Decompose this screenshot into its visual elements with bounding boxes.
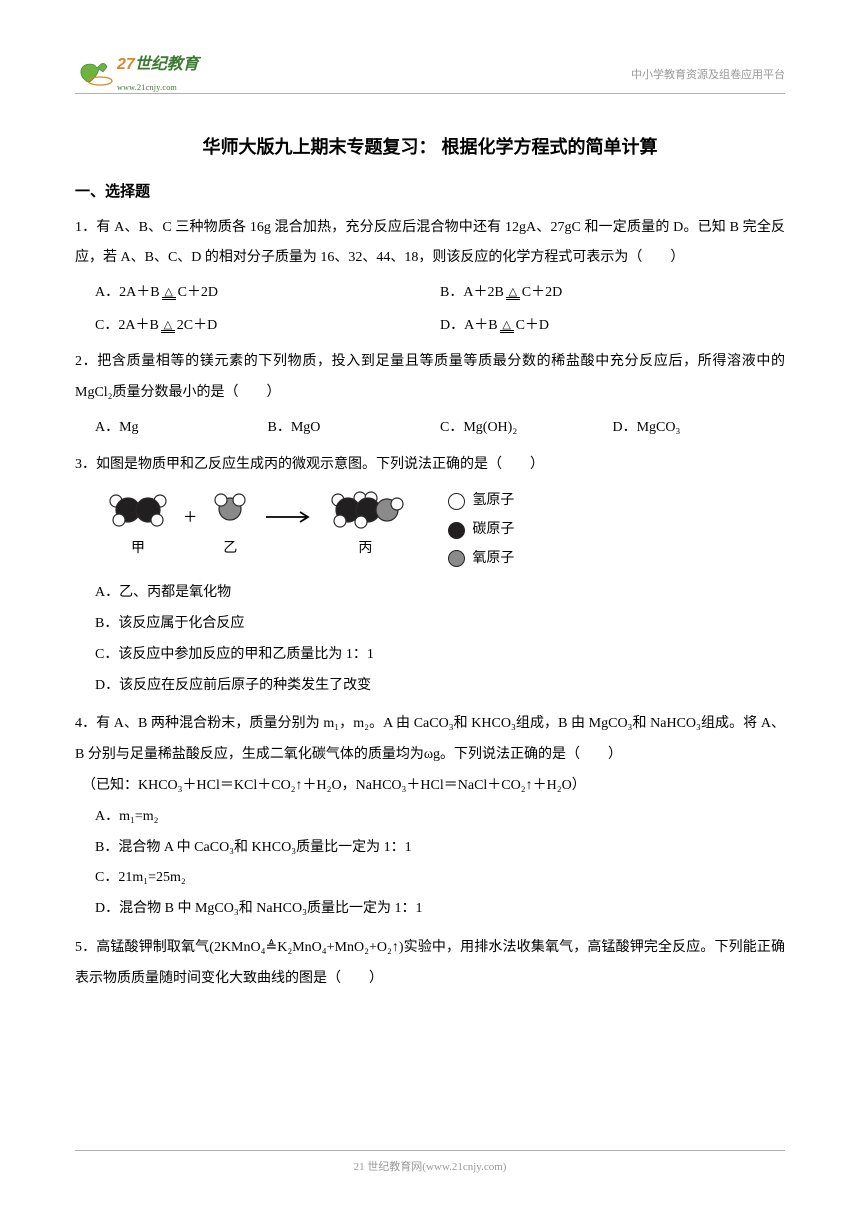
arrow-icon	[264, 509, 314, 543]
q1-options-row2: C．2A＋B △ 2C＋D D．A＋B △ C＋D	[95, 313, 785, 340]
q3-optA: A．乙、丙都是氧化物	[95, 578, 785, 609]
legend-c-label: 碳原子	[472, 517, 514, 544]
q1-options-row1: A．2A＋B △ C＋2D B．A＋2B △ C＋2D	[95, 280, 785, 307]
header-logo: 27世纪教育 www.21cnjy.com	[75, 50, 199, 96]
q3-text: 3．如图是物质甲和乙反应生成丙的微观示意图。下列说法正确的是（ ）	[75, 450, 785, 481]
legend-oxygen: 氧原子	[448, 546, 514, 573]
section-heading-1: 一、选择题	[75, 178, 785, 207]
q1-optB-post: C＋2D	[522, 280, 562, 307]
q3-optB: B．该反应属于化合反应	[95, 609, 785, 640]
legend-hydrogen: 氢原子	[448, 488, 514, 515]
q1-text: 1．有 A、B、C 三种物质各 16g 混合加热，充分反应后混合物中还有 12g…	[75, 213, 785, 275]
logo-text-block: 27世纪教育 www.21cnjy.com	[117, 50, 199, 96]
header-divider	[75, 93, 785, 94]
q1-optC-pre: C．2A＋B	[95, 313, 159, 340]
label-bing: 丙	[325, 536, 405, 563]
legend-carbon: 碳原子	[448, 517, 514, 544]
q2-optD: D．MgCO₃	[613, 415, 786, 442]
question-2: 2．把含质量相等的镁元素的下列物质，投入到足量且等质量等质最分数的稀盐酸中充分反…	[75, 347, 785, 441]
q4-optA: A．m₁=m₂	[95, 802, 785, 833]
legend-o-label: 氧原子	[472, 546, 514, 573]
q1-optA: A．2A＋B △ C＋2D	[95, 280, 440, 307]
molecule-bing: 丙	[325, 488, 405, 563]
reaction-arrow-icon: △	[500, 320, 514, 333]
q2-optC: C．Mg(OH)₂	[440, 415, 613, 442]
label-yi: 乙	[207, 536, 253, 563]
q1-optC: C．2A＋B △ 2C＋D	[95, 313, 440, 340]
q2-optA: A．Mg	[95, 415, 268, 442]
q4-optC: C．21m₁=25m₂	[95, 863, 785, 894]
q3-options: A．乙、丙都是氧化物 B．该反应属于化合反应 C．该反应中参加反应的甲和乙质量比…	[75, 578, 785, 701]
q1-optB-pre: B．A＋2B	[440, 280, 504, 307]
reaction-arrow-icon: △	[162, 287, 176, 300]
q3-diagram: 甲 + 乙	[100, 488, 785, 572]
q1-optD: D．A＋B △ C＋D	[440, 313, 785, 340]
hydrogen-circle-icon	[448, 493, 465, 510]
document-title: 华师大版九上期末专题复习： 根据化学方程式的简单计算	[75, 130, 785, 164]
molecule-jia: 甲	[103, 488, 173, 563]
q1-optD-pre: D．A＋B	[440, 313, 498, 340]
q1-optB: B．A＋2B △ C＋2D	[440, 280, 785, 307]
oxygen-circle-icon	[448, 550, 465, 567]
carbon-circle-icon	[448, 522, 465, 539]
logo-icon	[75, 58, 113, 88]
legend-h-label: 氢原子	[472, 488, 514, 515]
q1-optA-post: C＋2D	[178, 280, 218, 307]
atom-legend: 氢原子 碳原子 氧原子	[448, 488, 514, 572]
label-jia: 甲	[103, 536, 173, 563]
page-footer: 21 世纪教育网(www.21cnjy.com)	[75, 1150, 785, 1178]
question-1: 1．有 A、B、C 三种物质各 16g 混合加热，充分反应后混合物中还有 12g…	[75, 213, 785, 340]
q2-options: A．Mg B．MgO C．Mg(OH)₂ D．MgCO₃	[95, 415, 785, 442]
q1-optD-post: C＋D	[516, 313, 549, 340]
q4-text: 4．有 A、B 两种混合粉末，质量分别为 m₁，m₂。A 由 CaCO₃和 KH…	[75, 709, 785, 771]
question-5: 5．高锰酸钾制取氧气(2KMnO₄≜K₂MnO₄+MnO₂+O₂↑)实验中，用排…	[75, 933, 785, 995]
q4-optD: D．混合物 B 中 MgCO₃和 NaHCO₃质量比一定为 1：1	[95, 894, 785, 925]
q2-optB: B．MgO	[268, 415, 441, 442]
content-body: 华师大版九上期末专题复习： 根据化学方程式的简单计算 一、选择题 1．有 A、B…	[75, 130, 785, 995]
reaction-arrow-icon: △	[506, 287, 520, 300]
q3-optC: C．该反应中参加反应的甲和乙质量比为 1：1	[95, 640, 785, 671]
question-4: 4．有 A、B 两种混合粉末，质量分别为 m₁，m₂。A 由 CaCO₃和 KH…	[75, 709, 785, 925]
reaction-molecules: 甲 + 乙	[100, 488, 408, 563]
q3-optD: D．该反应在反应前后原子的种类发生了改变	[95, 671, 785, 702]
q2-text: 2．把含质量相等的镁元素的下列物质，投入到足量且等质量等质最分数的稀盐酸中充分反…	[75, 347, 785, 409]
logo-main-text: 27世纪教育	[117, 50, 199, 80]
q4-note: （已知：KHCO₃＋HCl＝KCl＋CO₂↑＋H₂O，NaHCO₃＋HCl＝Na…	[75, 771, 785, 802]
q5-text: 5．高锰酸钾制取氧气(2KMnO₄≜K₂MnO₄+MnO₂+O₂↑)实验中，用排…	[75, 933, 785, 995]
question-3: 3．如图是物质甲和乙反应生成丙的微观示意图。下列说法正确的是（ ） 甲 +	[75, 450, 785, 702]
header-right-text: 中小学教育资源及组卷应用平台	[631, 65, 785, 86]
q1-optA-pre: A．2A＋B	[95, 280, 160, 307]
reaction-arrow-icon: △	[161, 320, 175, 333]
molecule-yi: 乙	[207, 488, 253, 563]
q1-optC-post: 2C＋D	[177, 313, 217, 340]
plus-icon: +	[184, 496, 196, 556]
q4-optB: B．混合物 A 中 CaCO₃和 KHCO₃质量比一定为 1：1	[95, 833, 785, 864]
q4-options: A．m₁=m₂ B．混合物 A 中 CaCO₃和 KHCO₃质量比一定为 1：1…	[75, 802, 785, 925]
